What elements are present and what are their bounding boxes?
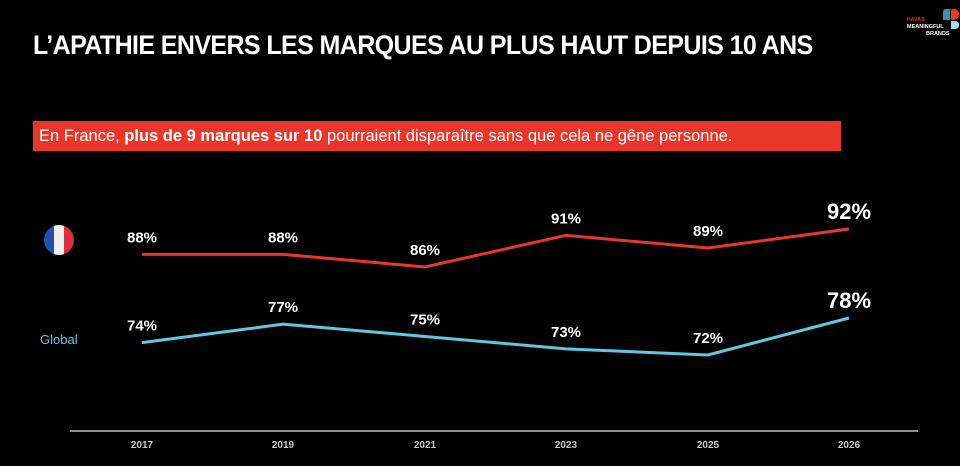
x-tick-label: 2021 bbox=[414, 440, 437, 451]
x-tick-labels: 2017 2019 2021 2023 2025 2026 bbox=[131, 440, 861, 451]
page-title: L’APATHIE ENVERS LES MARQUES AU PLUS HAU… bbox=[33, 30, 813, 61]
series-line-global bbox=[141, 316, 850, 357]
data-label: 91% bbox=[551, 210, 581, 227]
data-label: 75% bbox=[410, 312, 440, 329]
x-tick-label: 2017 bbox=[131, 440, 154, 451]
data-label: 74% bbox=[127, 318, 157, 335]
flag-white bbox=[54, 225, 64, 255]
x-tick-label: 2025 bbox=[697, 440, 720, 451]
data-label: 72% bbox=[693, 330, 723, 347]
logo-brand: HAVAS bbox=[907, 17, 925, 23]
data-label: 73% bbox=[551, 324, 581, 341]
x-tick-label: 2019 bbox=[272, 440, 295, 451]
series-line-france bbox=[142, 227, 850, 269]
banner-highlight: plus de 9 marques sur 10 bbox=[124, 126, 323, 145]
logo-line2: BRANDS bbox=[926, 31, 950, 37]
x-tick-label: 2023 bbox=[555, 440, 578, 451]
banner-suffix: pourraient disparaître sans que cela ne … bbox=[322, 126, 733, 145]
france-flag-icon bbox=[44, 225, 74, 255]
flag-red bbox=[64, 225, 74, 255]
data-label: 78% bbox=[827, 288, 871, 313]
data-label: 92% bbox=[827, 199, 871, 224]
logo-hearts-icon bbox=[943, 9, 959, 29]
data-label: 88% bbox=[268, 229, 298, 246]
series-lines bbox=[141, 227, 850, 357]
data-label: 77% bbox=[268, 299, 298, 316]
highlight-banner: En France, plus de 9 marques sur 10 pour… bbox=[33, 121, 841, 151]
x-tick-label: 2026 bbox=[838, 440, 861, 451]
banner-prefix: En France, bbox=[39, 126, 125, 145]
global-series-label: Global bbox=[40, 332, 78, 347]
havas-meaningful-brands-logo: HAVAS MEANINGFUL BRANDS bbox=[904, 6, 960, 40]
logo-line1: MEANINGFUL bbox=[907, 24, 944, 30]
data-label: 89% bbox=[693, 223, 723, 240]
data-label: 86% bbox=[410, 242, 440, 259]
data-labels: 88% 88% 86% 91% 89% 92% 74% 77% 75% 73% 72% 78% bbox=[127, 199, 871, 347]
flag-blue bbox=[44, 225, 54, 255]
data-label: 88% bbox=[127, 229, 157, 246]
